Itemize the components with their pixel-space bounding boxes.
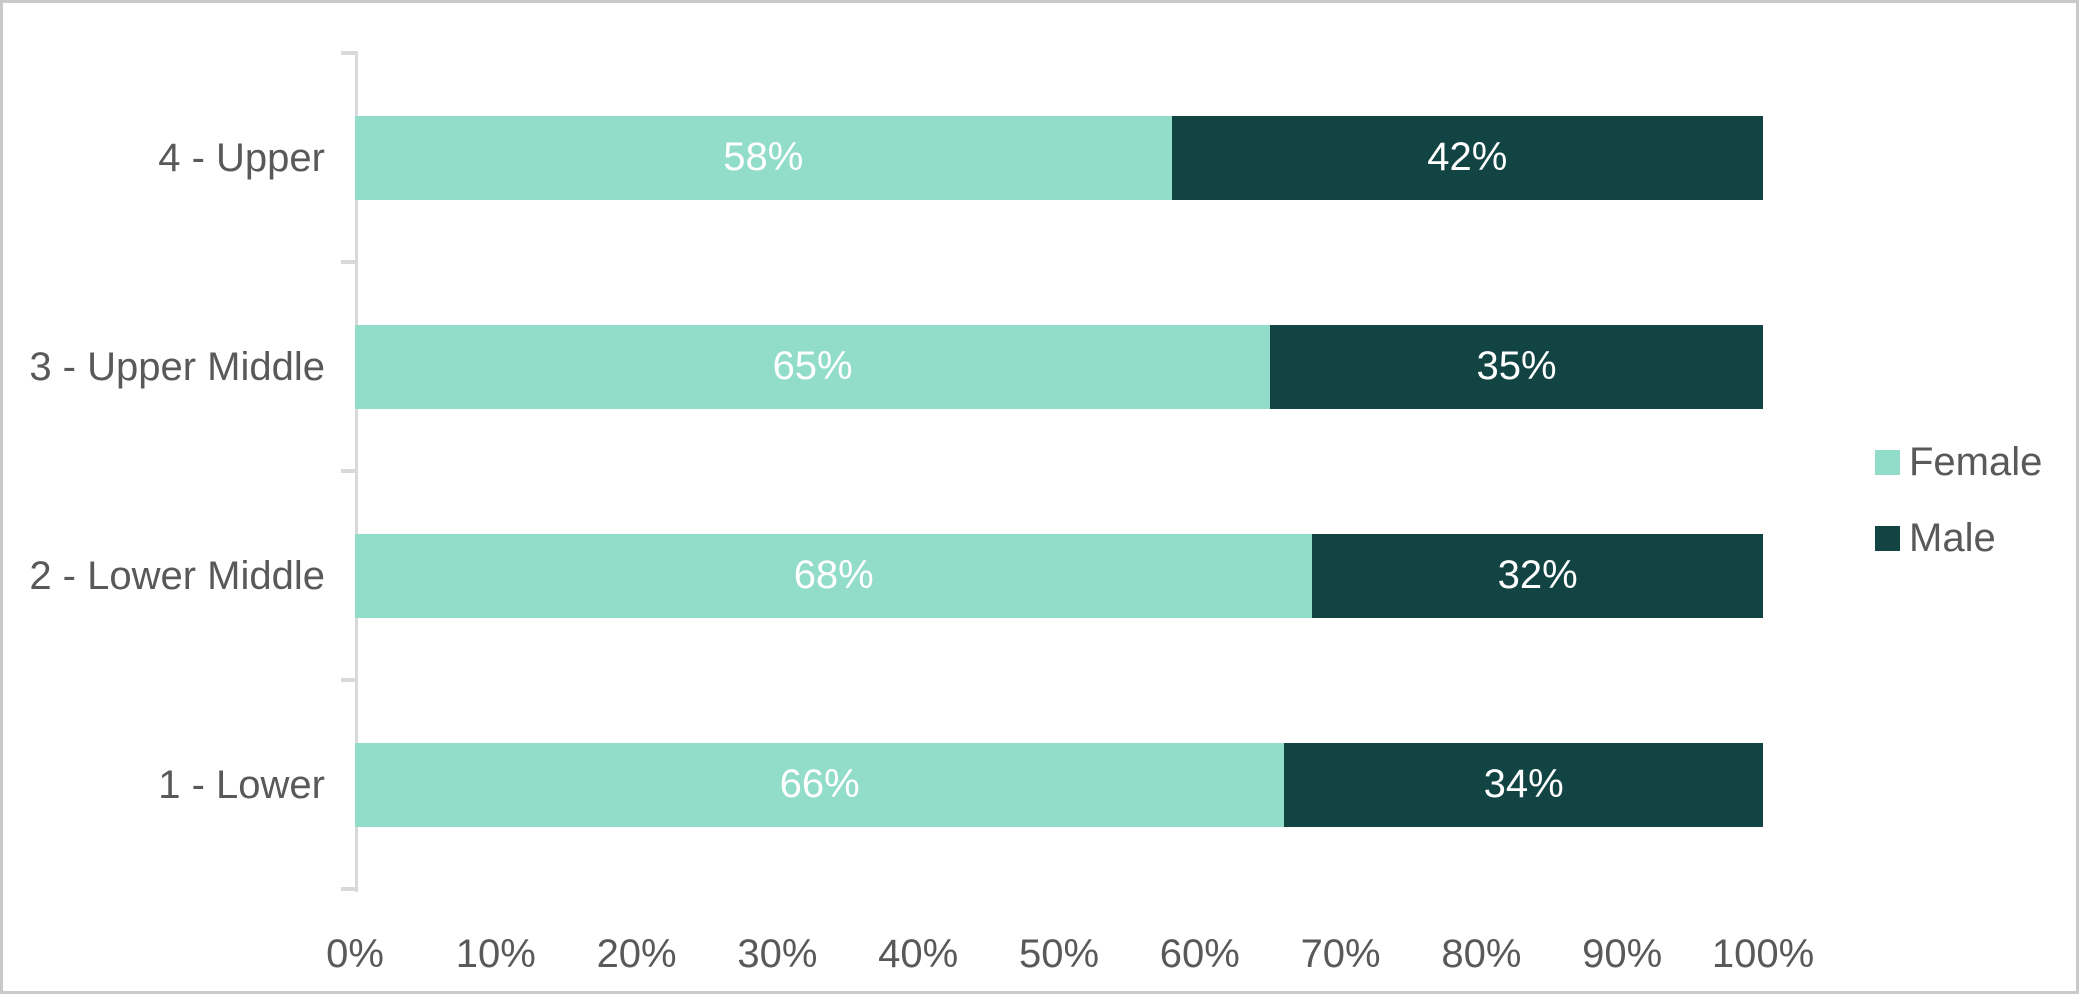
x-axis-tick-label: 80% [1441, 932, 1522, 976]
x-axis-tick-label: 40% [878, 932, 959, 976]
x-axis-tick-label: 90% [1582, 932, 1663, 976]
bar-value-label: 35% [1476, 344, 1557, 388]
bar-segment-female: 66% [355, 742, 1285, 827]
plot-area: 4 - Upper 58% 42% 3 - Upper Middle 65% 35% 2 -… [3, 3, 2076, 991]
legend-item-male: Male [1875, 514, 1996, 562]
y-axis-tick [341, 678, 356, 682]
bar-value-label: 66% [779, 762, 860, 806]
y-axis-tick [341, 887, 356, 891]
bar-value-label: 34% [1483, 762, 1564, 806]
legend-swatch-male [1875, 525, 1900, 551]
bar-segment-male: 35% [1270, 324, 1763, 409]
x-axis-tick-label: 30% [737, 932, 818, 976]
y-axis-tick [341, 260, 356, 264]
bar-segment-male: 34% [1284, 742, 1763, 827]
category-label: 4 - Upper [158, 135, 325, 180]
category-label: 3 - Upper Middle [29, 344, 325, 389]
legend-label: Male [1909, 515, 1996, 560]
x-axis-tick-label: 0% [326, 932, 384, 976]
category-label: 2 - Lower Middle [29, 553, 325, 598]
x-axis-tick-label: 60% [1159, 932, 1240, 976]
bar-value-label: 68% [793, 553, 874, 597]
legend: Female Male [3, 3, 2076, 991]
bar-segment-male: 32% [1312, 533, 1763, 618]
bar-row: 65% 35% [355, 324, 1763, 409]
bar-segment-female: 65% [355, 324, 1271, 409]
bar-value-label: 42% [1427, 135, 1508, 179]
x-axis-tick-label: 50% [1018, 932, 1100, 976]
bar-value-label: 58% [723, 135, 804, 179]
x-axis-tick-label: 10% [455, 932, 536, 976]
bar-row: 68% 32% [355, 533, 1763, 618]
bar-value-label: 32% [1497, 553, 1578, 597]
legend-swatch-female [1875, 449, 1900, 475]
bar-segment-female: 58% [355, 115, 1172, 200]
x-axis-tick-label: 100% [1711, 932, 1815, 976]
legend-label: Female [1909, 439, 2043, 484]
bar-value-label: 65% [772, 344, 853, 388]
bar-row: 66% 34% [355, 742, 1763, 827]
y-axis-tick [341, 51, 356, 55]
x-axis-tick-label: 20% [596, 932, 677, 976]
y-axis-tick [341, 469, 356, 473]
category-label: 1 - Lower [158, 762, 325, 807]
bar-segment-female: 68% [355, 533, 1313, 618]
legend-item-female: Female [1875, 438, 2042, 486]
y-axis-line [355, 51, 358, 892]
bar-row: 58% 42% [355, 115, 1763, 200]
bar-segment-male: 42% [1171, 115, 1763, 200]
x-axis-tick-label: 70% [1300, 932, 1381, 976]
